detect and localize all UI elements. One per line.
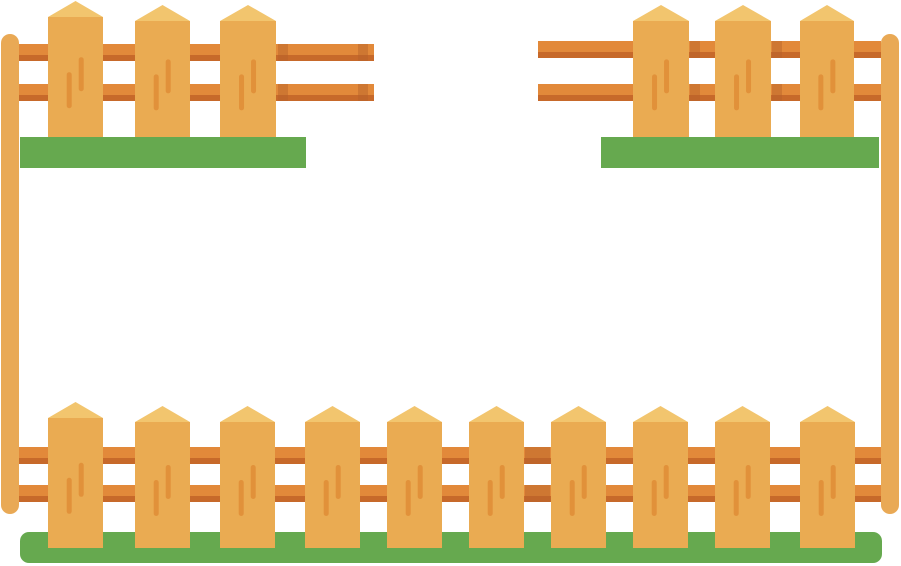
wood-grain — [663, 464, 669, 499]
picket-body — [800, 21, 854, 137]
wood-grain — [818, 479, 824, 516]
picket-cap — [551, 406, 606, 422]
rail-top-right-lower — [538, 84, 881, 101]
rail-top-right-upper — [538, 41, 881, 58]
picket-cap — [715, 406, 770, 422]
rail-top-left-upper — [18, 44, 374, 61]
picket-cap — [220, 406, 275, 422]
picket-cap — [387, 406, 442, 422]
picket-bottom-10 — [800, 406, 855, 548]
picket-body — [715, 21, 771, 137]
wood-grain — [734, 74, 740, 111]
picket-top-left-1 — [48, 1, 103, 137]
picket-bottom-7 — [551, 406, 606, 548]
grass-strip-top-right — [601, 137, 879, 168]
picket-layer — [48, 1, 855, 548]
picket-bottom-2 — [135, 406, 190, 548]
wood-grain — [664, 59, 670, 94]
wood-grain — [818, 74, 824, 111]
picket-cap — [800, 406, 855, 422]
wood-grain — [165, 464, 171, 499]
picket-body — [220, 422, 275, 548]
picket-top-right-3 — [800, 5, 854, 137]
wood-grain — [652, 74, 658, 111]
picket-bottom-9 — [715, 406, 770, 548]
picket-body — [633, 422, 688, 548]
wood-grain — [487, 479, 493, 516]
wood-grain — [251, 59, 257, 94]
wood-grain — [250, 464, 256, 499]
picket-bottom-3 — [220, 406, 275, 548]
wood-grain — [323, 479, 329, 516]
wood-grain — [499, 464, 505, 499]
picket-top-left-3 — [220, 5, 276, 137]
wood-grain — [78, 57, 84, 92]
grass-strip-top-left — [20, 137, 306, 168]
picket-bottom-1 — [48, 402, 103, 548]
post-left — [1, 34, 19, 514]
wood-grain — [239, 74, 245, 111]
rail-top-left-lower — [18, 84, 374, 101]
picket-body — [633, 21, 689, 137]
picket-bottom-8 — [633, 406, 688, 548]
wood-grain — [78, 462, 84, 497]
picket-bottom-4 — [305, 406, 360, 548]
picket-top-right-2 — [715, 5, 771, 137]
wood-grain — [651, 479, 657, 516]
picket-body — [715, 422, 770, 548]
picket-body — [551, 422, 606, 548]
picket-cap — [135, 406, 190, 422]
picket-cap — [220, 5, 276, 21]
picket-body — [135, 422, 190, 548]
picket-body — [800, 422, 855, 548]
picket-cap — [48, 1, 103, 17]
wood-grain — [405, 479, 411, 516]
picket-cap — [135, 5, 190, 21]
wood-grain — [830, 464, 836, 499]
picket-bottom-6 — [469, 406, 524, 548]
wood-grain — [165, 59, 171, 94]
post-right — [881, 34, 899, 514]
picket-cap — [800, 5, 854, 21]
picket-cap — [305, 406, 360, 422]
wood-grain — [335, 464, 341, 499]
wood-grain — [733, 479, 739, 516]
wood-grain — [745, 464, 751, 499]
wood-grain — [830, 59, 836, 94]
picket-body — [387, 422, 442, 548]
picket-top-right-1 — [633, 5, 689, 137]
wood-grain — [66, 477, 72, 514]
wood-grain — [581, 464, 587, 499]
picket-body — [48, 418, 103, 548]
wood-grain — [238, 479, 244, 516]
picket-cap — [715, 5, 771, 21]
picket-body — [220, 21, 276, 137]
picket-body — [469, 422, 524, 548]
picket-body — [305, 422, 360, 548]
picket-body — [135, 21, 190, 137]
picket-cap — [633, 406, 688, 422]
picket-cap — [469, 406, 524, 422]
wood-grain — [153, 479, 159, 516]
picket-cap — [48, 402, 103, 418]
picket-top-left-2 — [135, 5, 190, 137]
wood-grain — [746, 59, 752, 94]
wood-grain — [417, 464, 423, 499]
wood-grain — [569, 479, 575, 516]
wood-grain — [153, 74, 159, 111]
post-layer — [1, 34, 899, 514]
picket-cap — [633, 5, 689, 21]
picket-bottom-5 — [387, 406, 442, 548]
picket-body — [48, 17, 103, 137]
wood-grain — [66, 72, 72, 109]
